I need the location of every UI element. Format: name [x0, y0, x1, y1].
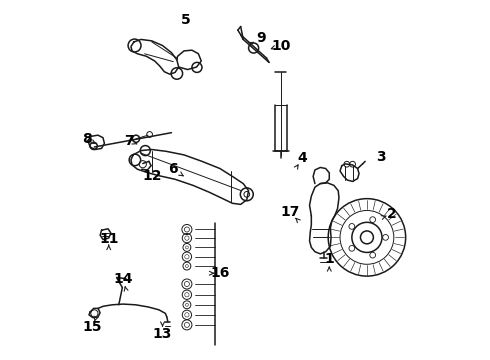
- Text: 13: 13: [153, 327, 172, 341]
- Text: 3: 3: [376, 150, 386, 164]
- Text: 4: 4: [297, 152, 307, 166]
- Text: 12: 12: [142, 170, 162, 183]
- Text: 7: 7: [123, 134, 133, 148]
- Text: 17: 17: [280, 205, 299, 219]
- Text: 8: 8: [82, 132, 92, 146]
- Text: 11: 11: [99, 232, 119, 246]
- Text: 14: 14: [113, 271, 133, 285]
- Text: 10: 10: [271, 39, 291, 53]
- Text: 16: 16: [210, 266, 230, 280]
- Text: 15: 15: [83, 320, 102, 334]
- Text: 6: 6: [169, 162, 178, 176]
- Text: 9: 9: [256, 31, 266, 45]
- Text: 1: 1: [324, 252, 334, 266]
- Text: 5: 5: [181, 13, 191, 27]
- Text: 2: 2: [387, 207, 397, 221]
